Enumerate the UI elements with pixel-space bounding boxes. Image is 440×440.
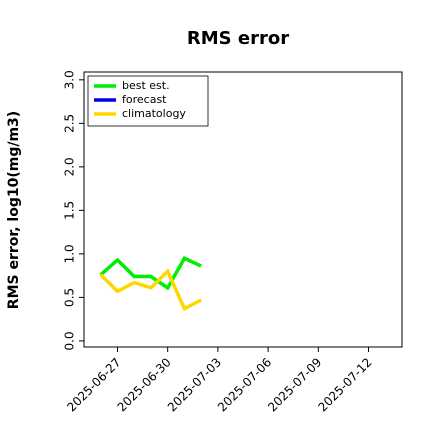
y-tick-label: 2.0 — [63, 157, 77, 176]
chart-title: RMS error — [187, 28, 289, 49]
legend-label: climatology — [122, 107, 186, 120]
plot-area — [83, 71, 403, 348]
legend-label: best est. — [122, 79, 170, 92]
x-tick-label: 2025-07-12 — [315, 355, 374, 414]
y-tick-label: 2.5 — [63, 114, 77, 133]
series-line — [99, 255, 202, 291]
y-tick-label: 0.0 — [63, 331, 77, 350]
y-tick-label: 1.0 — [63, 244, 77, 263]
legend-label: forecast — [122, 93, 167, 106]
y-tick-label: 1.5 — [63, 201, 77, 220]
series-line — [99, 268, 202, 312]
y-tick-label: 0.5 — [63, 288, 77, 307]
y-axis-label: RMS error, log10(mg/m3) — [6, 111, 22, 309]
y-tick-label: 3.0 — [63, 70, 77, 89]
